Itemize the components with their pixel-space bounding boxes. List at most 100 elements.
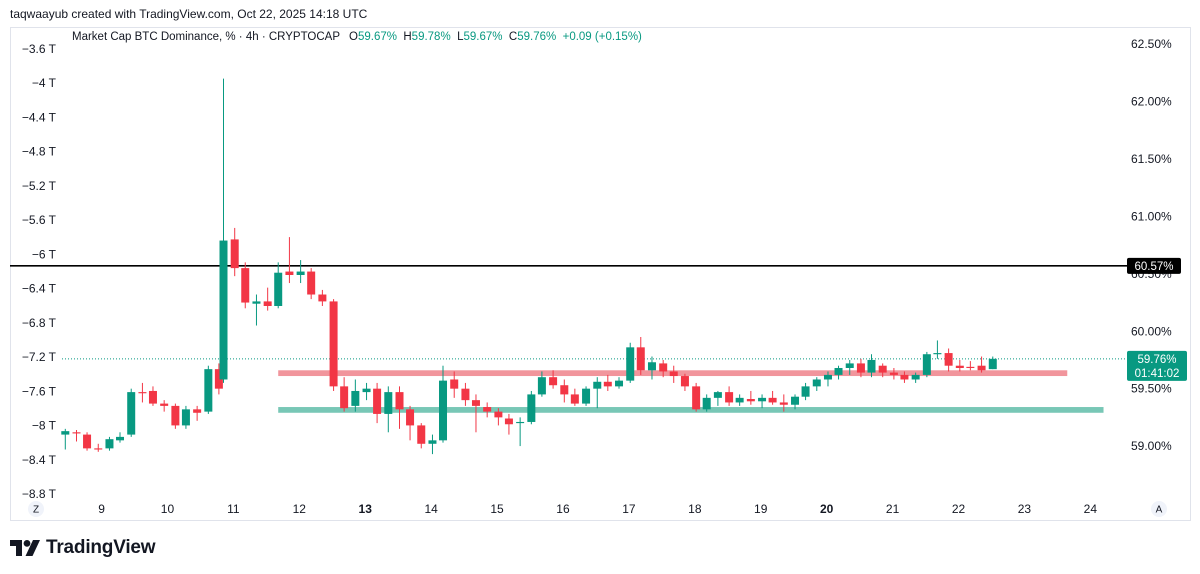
candle-body [406, 409, 415, 426]
time-tick-label: 11 [227, 502, 240, 516]
candle-body [834, 368, 843, 375]
candle-down [160, 400, 169, 412]
candle-down [373, 382, 382, 424]
candle-body [955, 365, 964, 368]
right-tick-label: 62.00% [1131, 95, 1172, 109]
left-tick-label: −8.4 T [22, 453, 57, 467]
candle-down [483, 402, 492, 418]
candle-down [406, 405, 415, 441]
candle-body [878, 365, 887, 373]
candle-body [735, 397, 744, 403]
left-axis: −3.6 T −4 T −4.4 T −4.8 T −5.2 T −5.6 T −6 T −6… [22, 42, 57, 501]
candle-body [801, 386, 810, 397]
candle-body [758, 397, 767, 402]
candle-body [856, 363, 865, 373]
candle-body [922, 354, 931, 375]
close-label: C [508, 31, 518, 43]
resistance-line-price-label: 60.57% [1134, 261, 1173, 273]
candle-body [204, 369, 213, 412]
a-button-label: A [1156, 505, 1163, 516]
close-value: 59.76% [517, 31, 557, 43]
left-tick-label: −6 T [32, 247, 57, 261]
candle-up [127, 388, 136, 437]
candle-body [944, 353, 953, 366]
left-tick-label: −3.6 T [22, 42, 57, 56]
candle-up [626, 342, 635, 383]
candle-body [911, 374, 920, 380]
candle-up [834, 365, 843, 380]
candle-up [812, 377, 821, 391]
candle-down [230, 227, 239, 277]
candle-body [373, 388, 382, 414]
candle-down [395, 386, 404, 429]
candle-body [285, 271, 294, 275]
low-value: 59.67% [463, 31, 503, 43]
time-tick-label: 10 [161, 502, 175, 516]
a-button[interactable]: A [1151, 501, 1167, 517]
candle-body [647, 362, 656, 371]
candle-up [922, 351, 931, 378]
candle-body [494, 411, 503, 418]
z-button-label: Z [33, 505, 39, 516]
price-labels: 60.57% 59.76% 01:41:02 [1127, 257, 1187, 381]
candle-down [889, 368, 898, 380]
time-tick-label: 12 [293, 502, 307, 516]
candle-body [252, 301, 261, 304]
candle-body [626, 347, 635, 381]
candle-up [351, 379, 360, 412]
candle-up [791, 394, 800, 410]
candle-down [504, 413, 513, 435]
candle-body [977, 365, 986, 371]
candle-down [692, 382, 701, 412]
right-tick-label: 62.50% [1131, 37, 1172, 51]
candle-body [384, 392, 393, 414]
time-tick-label: 18 [688, 502, 702, 516]
candle-up [713, 390, 722, 406]
candle-body [768, 397, 777, 403]
candle-body [138, 392, 147, 394]
candle-body [537, 377, 546, 395]
left-tick-label: −6.8 T [22, 316, 57, 330]
candle-up [527, 390, 536, 425]
candle-body [72, 432, 81, 434]
open-label: O [349, 31, 358, 43]
candle-down [659, 359, 668, 378]
candle-body [471, 400, 480, 406]
time-tick-label: 24 [1084, 502, 1098, 516]
candle-body [105, 439, 114, 449]
time-tick-label: 19 [754, 502, 768, 516]
candle-body [428, 440, 437, 444]
candle-countdown-label: 01:41:02 [1135, 368, 1180, 380]
change-value: +0.09 (+0.15%) [562, 31, 642, 43]
candle-body [450, 379, 459, 389]
candle-up [252, 294, 261, 326]
candle-up [845, 359, 854, 375]
tradingview-brand[interactable]: TradingView [10, 537, 156, 559]
candle-down [214, 363, 223, 395]
left-tick-label: −5.2 T [22, 179, 57, 193]
candle-down [856, 358, 865, 378]
candle-body [461, 388, 470, 401]
candle-body [933, 353, 942, 355]
candle-down [263, 287, 272, 311]
candle-body [395, 392, 404, 410]
high-label: H [403, 31, 412, 43]
candle-up [204, 365, 213, 414]
candle-down [977, 356, 986, 373]
candle-body [83, 434, 92, 449]
z-button[interactable]: Z [28, 501, 44, 517]
candle-body [659, 363, 668, 372]
candle-body [988, 358, 997, 370]
brand-name: TradingView [46, 537, 156, 558]
time-tick-label: 23 [1018, 502, 1032, 516]
chart-frame [10, 27, 1191, 521]
candle-body [560, 385, 569, 395]
candle-down [669, 365, 678, 383]
candle-body [351, 390, 360, 406]
candle-body [439, 380, 448, 441]
candle-up [702, 394, 711, 412]
left-tick-label: −4 T [32, 76, 57, 90]
candle-up [615, 377, 624, 389]
candle-down [549, 370, 558, 389]
